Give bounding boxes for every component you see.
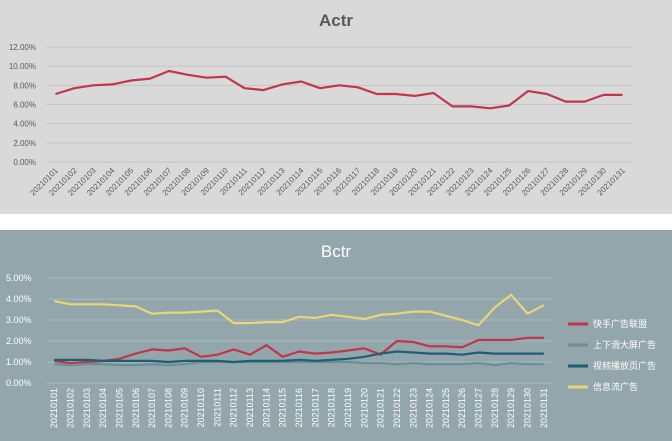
chart-separator: [0, 214, 672, 230]
actr-y-tick-label: 0.00%: [13, 158, 36, 167]
bctr-x-tick-label: 20210116: [294, 388, 304, 427]
bctr-x-tick-label: 20210117: [310, 388, 320, 427]
actr-y-tick-label: 2.00%: [13, 139, 36, 148]
legend-label-2: 视频播放页广告: [593, 360, 656, 371]
bctr-x-tick-label: 20210122: [392, 388, 402, 428]
bctr-x-tick-label: 20210104: [98, 388, 108, 428]
bctr-x-tick-label: 20210126: [457, 388, 467, 428]
bctr-x-tick-label: 20210110: [196, 388, 206, 427]
bctr-series-line-3: [53, 293, 545, 327]
bctr-x-tick-label: 20210127: [474, 388, 484, 428]
actr-chart-title: Actr: [319, 11, 353, 30]
bctr-y-tick-label: 4.00%: [6, 294, 32, 304]
bctr-x-tick-label: 20210103: [82, 388, 92, 428]
actr-series-line-0: [55, 69, 623, 110]
bctr-x-tick-label: 20210123: [408, 388, 418, 428]
actr-y-tick-label: 4.00%: [13, 120, 36, 129]
actr-y-tick-label: 6.00%: [13, 101, 36, 110]
bctr-x-tick-label: 20210131: [539, 388, 549, 428]
bctr-x-tick-label: 20210114: [261, 388, 271, 427]
bctr-x-tick-label: 20210130: [523, 388, 533, 428]
bctr-y-tick-label: 1.00%: [6, 357, 32, 367]
bctr-chart-panel: Bctr 0.00% 1.00% 2.00% 3.00% 4.00% 5.00% 2021…: [0, 230, 672, 441]
bctr-y-tick-label: 3.00%: [6, 315, 32, 325]
bctr-x-tick-label: 20210125: [441, 388, 451, 428]
bctr-y-tick-label: 0.00%: [6, 378, 32, 388]
bctr-x-tick-label: 20210101: [49, 388, 59, 428]
bctr-x-tick-label: 20210128: [490, 388, 500, 428]
bctr-x-tick-label: 20210105: [114, 388, 124, 428]
bctr-x-tick-label: 20210129: [506, 388, 516, 428]
legend-label-1: 上下滑大屏广告: [593, 339, 656, 350]
bctr-x-tick-label: 20210118: [327, 388, 337, 427]
bctr-chart: Bctr 0.00% 1.00% 2.00% 3.00% 4.00% 5.00% 2021…: [6, 242, 656, 428]
bctr-x-tick-label: 20210102: [65, 388, 75, 428]
legend-label-3: 信息流广告: [593, 381, 638, 392]
bctr-x-tick-label: 20210111: [212, 388, 222, 427]
bctr-y-tick-label: 5.00%: [6, 273, 32, 283]
legend-label-0: 快手广告联盟: [593, 318, 647, 329]
actr-chart: Actr 0.00% 2.00% 4.00% 6.00% 8.00% 10.00% 12.0…: [9, 11, 632, 198]
bctr-x-tick-label: 20210113: [245, 388, 255, 427]
actr-chart-panel: Actr 0.00% 2.00% 4.00% 6.00% 8.00% 10.00% 12.0…: [0, 0, 672, 214]
bctr-y-tick-label: 2.00%: [6, 336, 32, 346]
bctr-x-tick-label: 20210107: [147, 388, 157, 428]
bctr-x-tick-label: 20210119: [343, 388, 353, 427]
actr-y-tick-label: 10.00%: [9, 62, 36, 71]
bctr-x-tick-label: 20210106: [131, 388, 141, 428]
bctr-x-tick-label: 20210120: [359, 388, 369, 428]
bctr-x-tick-label: 20210108: [163, 388, 173, 428]
bctr-x-tick-label: 20210115: [278, 388, 288, 427]
actr-y-tick-label: 12.00%: [9, 43, 36, 52]
bctr-x-tick-label: 20210112: [229, 388, 239, 427]
bctr-chart-title: Bctr: [321, 242, 352, 261]
bctr-x-tick-label: 20210121: [376, 388, 386, 428]
actr-y-tick-label: 8.00%: [13, 81, 36, 90]
bctr-x-tick-label: 20210109: [180, 388, 190, 428]
bctr-x-tick-label: 20210124: [425, 388, 435, 428]
